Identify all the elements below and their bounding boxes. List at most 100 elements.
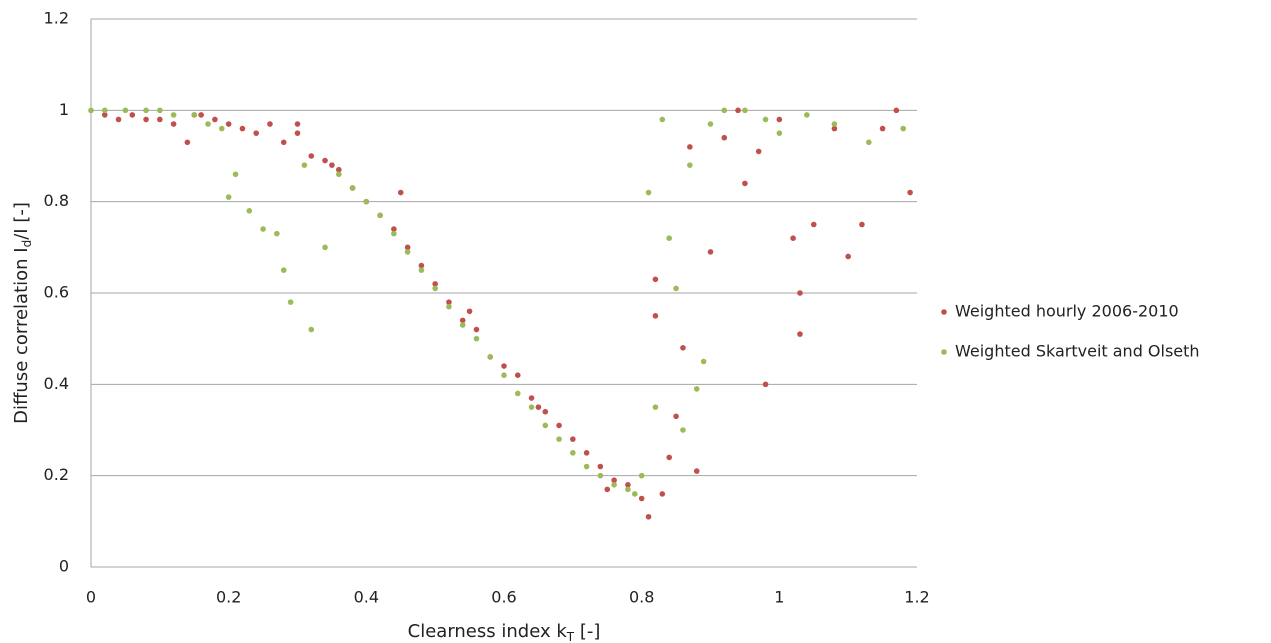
point [707,121,714,127]
legend-marker [941,349,947,355]
point [459,322,466,328]
legend-label: Weighted hourly 2006-2010 [955,302,1179,321]
point [274,230,280,237]
point [473,326,480,333]
point [810,221,817,228]
point [666,454,672,461]
point [804,112,810,118]
point [336,171,342,178]
point [542,422,549,429]
y-axis-title-part: d [20,240,34,248]
point [418,267,425,273]
point [101,107,108,114]
point [625,482,631,488]
point [514,390,521,397]
point [336,166,342,173]
x-axis-title-part: Clearness index k [408,621,568,642]
point [246,208,253,214]
point [404,249,411,255]
y-tick-label: 0 [59,557,69,576]
point [535,404,542,410]
point [652,313,659,319]
legend-marker [941,309,947,315]
point [459,317,466,324]
point [391,230,397,237]
point [157,107,163,114]
x-tick-label: 0.4 [354,588,379,607]
point [879,125,886,132]
point [611,482,617,488]
point [391,226,397,232]
point [122,107,129,114]
point [776,130,783,136]
point [652,276,659,283]
point [287,299,294,305]
point [446,299,452,305]
y-tick-label: 1 [59,100,69,119]
point [115,116,122,123]
point [466,308,473,315]
y-axis-title-part: /I [-] [11,202,32,240]
point [280,139,287,146]
point [473,335,480,342]
point [831,125,838,132]
point [673,285,679,292]
point [143,116,149,123]
legend-label: Weighted Skartveit and Olseth [955,342,1200,361]
point [157,116,163,123]
point [225,121,232,127]
point [143,107,149,114]
point [900,125,907,132]
point [673,413,679,420]
point [232,171,239,178]
point [659,116,666,123]
point [501,363,507,369]
point [267,121,273,127]
point [687,162,693,168]
x-axis-title: Clearness index kT [-] [408,621,601,643]
point [645,513,652,520]
y-tick-label: 0.4 [44,374,69,393]
point [666,235,672,241]
point [487,354,494,360]
point [404,244,411,251]
point [645,189,652,196]
point [294,121,301,127]
y-axis-title: Diffuse correlation Id/I [-] [11,202,34,424]
point [907,189,913,196]
point [721,134,728,141]
point [652,404,659,410]
y-axis-title-part: Diffuse correlation I [11,247,32,423]
point [205,121,211,127]
point [446,303,452,310]
point [570,450,576,456]
point [239,125,246,132]
x-tick-label: 1 [774,588,784,607]
point [225,194,232,200]
point [170,112,177,118]
point [363,198,370,205]
point [755,148,762,155]
point [597,472,604,479]
point [280,267,287,273]
point [556,422,562,429]
x-tick-label: 0.6 [491,588,516,607]
point [542,408,549,415]
point [707,249,714,255]
point [570,436,576,442]
point [659,491,666,497]
point [253,130,259,136]
point [790,235,796,241]
point [432,285,438,292]
point [735,107,741,114]
point [583,450,590,456]
point [631,491,638,497]
point [638,495,645,502]
point [797,290,803,296]
point [418,262,425,269]
point [191,112,198,118]
point [831,121,838,127]
x-tick-label: 1.2 [904,588,929,607]
point [88,107,94,114]
